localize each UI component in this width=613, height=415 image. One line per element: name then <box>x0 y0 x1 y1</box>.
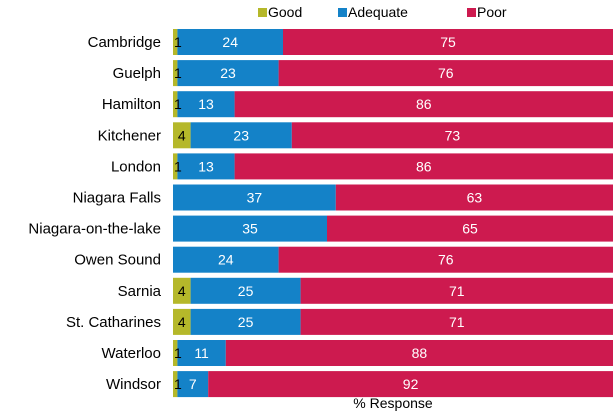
bar-good-waterloo <box>173 340 178 366</box>
bar-good-windsor <box>173 371 178 398</box>
x-axis-title: % Response <box>353 395 433 411</box>
value-label-poor: 86 <box>416 158 432 174</box>
bar-good-hamilton <box>173 91 178 118</box>
category-label: St. Catharines <box>66 314 161 331</box>
bar-adequate-hamilton <box>177 91 235 118</box>
bar-poor-london <box>234 153 613 180</box>
value-label-good: 1 <box>174 158 182 174</box>
bar-poor-owen-sound <box>278 246 613 273</box>
value-label-good: 4 <box>178 127 186 143</box>
value-label-poor: 88 <box>412 345 428 361</box>
value-label-poor: 71 <box>449 314 465 330</box>
value-label-poor: 76 <box>438 252 454 268</box>
value-label-adequate: 13 <box>198 158 214 174</box>
value-label-poor: 76 <box>438 65 454 81</box>
value-label-adequate: 7 <box>189 376 197 392</box>
value-label-good: 1 <box>174 345 182 361</box>
value-label-poor: 73 <box>445 127 461 143</box>
category-label: London <box>111 158 161 175</box>
value-label-poor: 86 <box>416 96 432 112</box>
legend-label-adequate: Adequate <box>348 4 408 20</box>
bar-good-london <box>173 153 178 180</box>
value-label-poor: 92 <box>403 376 419 392</box>
bar-poor-sarnia <box>300 277 613 304</box>
bar-adequate-st-catharines <box>190 308 301 335</box>
bar-good-cambridge <box>173 29 178 55</box>
bar-adequate-windsor <box>177 371 209 398</box>
bar-adequate-sarnia <box>190 277 301 304</box>
value-label-good: 1 <box>174 34 182 50</box>
category-label: Windsor <box>106 376 161 393</box>
bar-good-sarnia <box>173 277 191 304</box>
bar-poor-guelph <box>278 60 613 87</box>
bar-adequate-niagara-falls <box>173 184 336 211</box>
bar-poor-windsor <box>208 371 613 398</box>
legend-swatch-good <box>258 8 267 17</box>
bar-poor-hamilton <box>234 91 613 118</box>
value-label-adequate: 24 <box>218 252 234 268</box>
category-label: Guelph <box>113 65 161 82</box>
category-label: Owen Sound <box>74 252 161 269</box>
bar-poor-waterloo <box>225 340 613 366</box>
value-label-good: 4 <box>178 314 186 330</box>
value-label-adequate: 11 <box>194 345 209 361</box>
legend-label-good: Good <box>268 4 302 20</box>
category-label: Hamilton <box>102 96 161 113</box>
value-label-adequate: 23 <box>220 65 236 81</box>
bar-poor-kitchener <box>291 122 613 149</box>
bar-good-guelph <box>173 60 178 87</box>
legend-swatch-poor <box>467 8 476 17</box>
value-label-adequate: 25 <box>238 314 254 330</box>
value-label-poor: 63 <box>467 190 483 206</box>
bar-adequate-waterloo <box>177 340 226 366</box>
bar-adequate-guelph <box>177 60 279 87</box>
value-label-adequate: 25 <box>238 283 254 299</box>
category-label: Niagara-on-the-lake <box>28 221 161 238</box>
legend-label-poor: Poor <box>477 4 507 20</box>
bar-poor-cambridge <box>283 29 613 55</box>
value-label-adequate: 35 <box>242 221 258 237</box>
bar-adequate-kitchener <box>190 122 292 149</box>
bar-poor-niagara-falls <box>335 184 613 211</box>
bar-good-st-catharines <box>173 308 191 335</box>
category-label: Waterloo <box>102 345 161 362</box>
bar-poor-st-catharines <box>300 308 613 335</box>
category-label: Sarnia <box>118 283 162 300</box>
category-labels: Cambridge Guelph Hamilton Kitchener London Ni… <box>28 34 161 393</box>
bar-good-kitchener <box>173 122 191 149</box>
value-label-good: 4 <box>178 283 186 299</box>
value-label-good: 1 <box>174 96 182 112</box>
bar-adequate-cambridge <box>177 29 283 55</box>
value-label-poor: 71 <box>449 283 465 299</box>
category-label: Kitchener <box>98 127 161 144</box>
legend-swatch-adequate <box>338 8 347 17</box>
bar-adequate-owen-sound <box>173 246 279 273</box>
category-label: Niagara Falls <box>73 190 161 207</box>
bar-adequate-niagara-on-the-lake <box>173 215 327 242</box>
value-label-adequate: 24 <box>222 34 238 50</box>
value-labels: 1 24 75 1 23 76 1 13 86 4 23 73 1 13 86 37 63 35 65 24 76 4 25… <box>174 34 482 392</box>
bar-poor-niagara-on-the-lake <box>327 215 613 242</box>
value-label-poor: 65 <box>462 221 478 237</box>
value-label-adequate: 13 <box>198 96 214 112</box>
value-label-good: 1 <box>174 376 182 392</box>
value-label-poor: 75 <box>440 34 456 50</box>
legend: Good Adequate Poor <box>258 4 507 20</box>
category-label: Cambridge <box>88 34 161 51</box>
bars <box>173 29 613 398</box>
value-label-adequate: 37 <box>247 190 263 206</box>
value-label-adequate: 23 <box>233 127 249 143</box>
value-label-good: 1 <box>174 65 182 81</box>
bar-adequate-london <box>177 153 235 180</box>
